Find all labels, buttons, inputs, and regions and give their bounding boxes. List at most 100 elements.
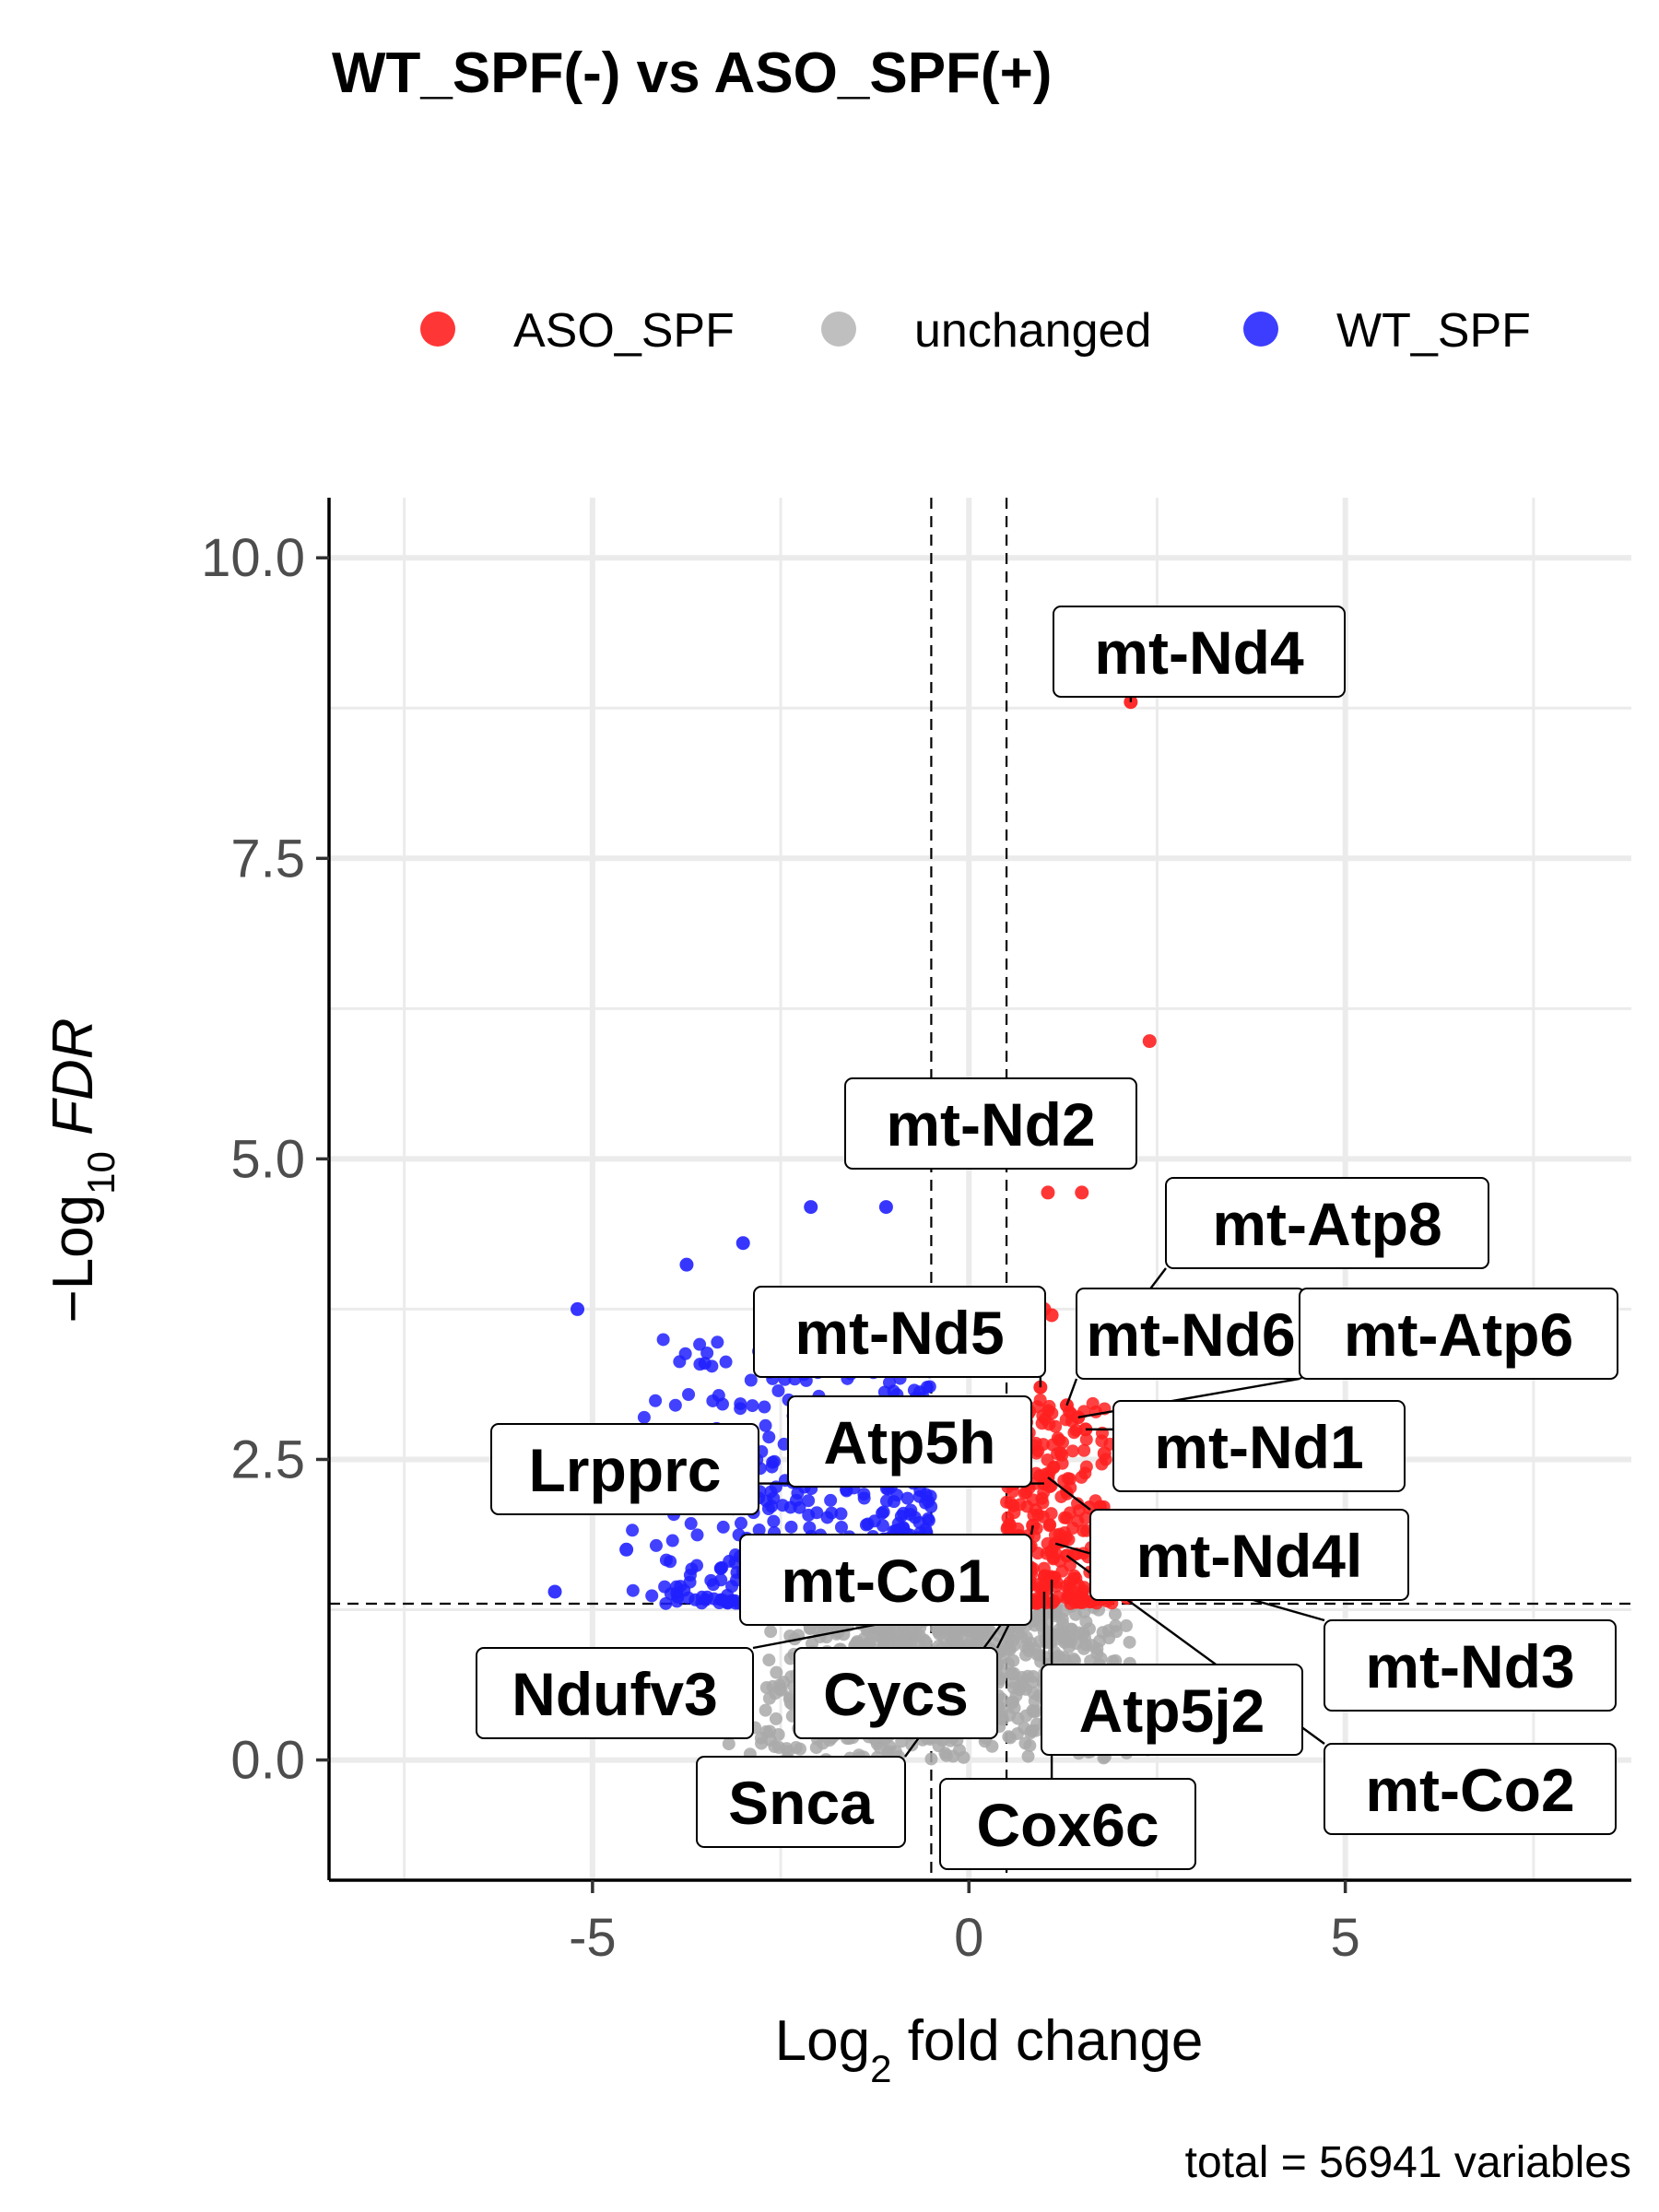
point-down [619, 1542, 634, 1557]
gene-label: mt-Atp6 [1299, 1288, 1618, 1380]
gene-label-text: mt-Nd4 [1094, 618, 1304, 687]
axes: -5 0 5 0.0 2.5 5.0 7.5 10.0 [201, 498, 1631, 1968]
point-unchanged [769, 1712, 782, 1725]
point-down [682, 1388, 696, 1402]
point-down [626, 1524, 640, 1537]
point-down [877, 1505, 890, 1519]
point-up [1042, 1399, 1056, 1413]
point-down [903, 1507, 917, 1521]
point-unchanged [1021, 1749, 1035, 1763]
gene-label-box [787, 1395, 1032, 1488]
point-down [679, 1257, 694, 1272]
point-down [802, 1508, 816, 1522]
point-down [690, 1528, 704, 1542]
gene-label-box [490, 1423, 759, 1515]
gene-label: mt-Nd4 [1053, 606, 1346, 698]
point-up [1095, 1457, 1109, 1471]
gene-label-box [696, 1756, 906, 1848]
point-unchanged [933, 1627, 947, 1641]
gene-label-box [1053, 606, 1346, 698]
gene-label-text: Atp5j2 [1079, 1677, 1265, 1745]
point-unchanged [722, 1737, 735, 1751]
point-down [704, 1573, 718, 1587]
point-unchanged [938, 1747, 952, 1760]
point-down [820, 1511, 834, 1524]
point-up [1060, 1511, 1074, 1524]
point-unchanged [1079, 1615, 1093, 1629]
point-unchanged [996, 1642, 1010, 1656]
point-up [1067, 1569, 1081, 1583]
point-up [1075, 1185, 1089, 1200]
point-unchanged [1023, 1738, 1037, 1752]
gene-label: mt-Co1 [739, 1534, 1032, 1626]
gene-label-box [476, 1647, 754, 1739]
point-down [684, 1517, 698, 1531]
point-unchanged [782, 1692, 796, 1706]
point-unchanged [759, 1724, 773, 1738]
gene-labels: mt-Nd4 mt-Nd2 mt-Atp8 mt-Nd5 mt-Nd6 mt-Atp6 mt… [476, 606, 1618, 1870]
point-unchanged [1003, 1708, 1017, 1722]
point-unchanged [890, 1634, 904, 1648]
point-unchanged [1110, 1625, 1124, 1639]
point-down [713, 1561, 727, 1575]
point-down [784, 1520, 798, 1534]
point-down [649, 1394, 663, 1407]
point-down [861, 1517, 875, 1531]
point-unchanged [1013, 1683, 1027, 1697]
gene-label: mt-Nd5 [753, 1286, 1046, 1378]
y-tick-label: 10.0 [201, 528, 305, 588]
point-down [734, 1516, 747, 1530]
point-down [626, 1583, 640, 1597]
point-up [1027, 1509, 1041, 1523]
gene-label: Atp5h [787, 1395, 1032, 1488]
gene-label-box [1112, 1400, 1406, 1492]
gene-label-text: mt-Co1 [781, 1547, 990, 1615]
point-down [878, 1200, 893, 1215]
point-down [668, 1398, 682, 1412]
point-down [665, 1534, 679, 1547]
gene-label-text: mt-Co2 [1365, 1756, 1574, 1824]
point-up [1097, 1446, 1112, 1461]
gene-label-text: Cox6c [976, 1791, 1159, 1859]
point-up [1047, 1551, 1061, 1565]
point-down [734, 1402, 747, 1416]
y-tick-label: 2.5 [230, 1430, 305, 1489]
point-down [802, 1494, 816, 1508]
point-down [645, 1589, 659, 1603]
point-unchanged [1021, 1669, 1035, 1683]
point-unchanged [809, 1741, 823, 1755]
point-down [670, 1586, 684, 1600]
label-connector [1047, 1477, 1091, 1511]
y-tick-label: 0.0 [230, 1731, 305, 1791]
label-connector [1030, 1525, 1034, 1535]
gene-label-box [739, 1534, 1032, 1626]
gene-label: Lrpprc [490, 1423, 759, 1515]
point-unchanged [862, 1636, 876, 1650]
point-up [1065, 1583, 1078, 1596]
point-up [1044, 1308, 1059, 1323]
gene-label-box [1165, 1177, 1489, 1269]
point-down [767, 1514, 781, 1528]
legend-label-2: WT_SPF [1336, 304, 1531, 358]
point-unchanged [1120, 1618, 1134, 1632]
point-down [719, 1594, 733, 1608]
point-down [765, 1500, 779, 1513]
point-down [759, 1418, 772, 1432]
point-down [719, 1355, 733, 1369]
gene-label-box [1041, 1664, 1303, 1756]
point-up [1004, 1519, 1018, 1533]
point-down [920, 1381, 934, 1394]
point-up [1079, 1460, 1093, 1474]
point-up [1013, 1498, 1027, 1512]
point-up [1075, 1470, 1088, 1484]
point-up [1036, 1496, 1050, 1510]
legend: ASO_SPF unchanged WT_SPF [420, 304, 1531, 358]
gene-label: mt-Nd6 [1076, 1288, 1306, 1380]
point-down [678, 1347, 692, 1360]
point-down [735, 1236, 750, 1251]
point-down [771, 1383, 785, 1397]
legend-label-0: ASO_SPF [513, 304, 735, 358]
point-down [857, 1491, 871, 1505]
point-up [1065, 1444, 1079, 1458]
gene-label-text: mt-Nd3 [1365, 1632, 1574, 1700]
